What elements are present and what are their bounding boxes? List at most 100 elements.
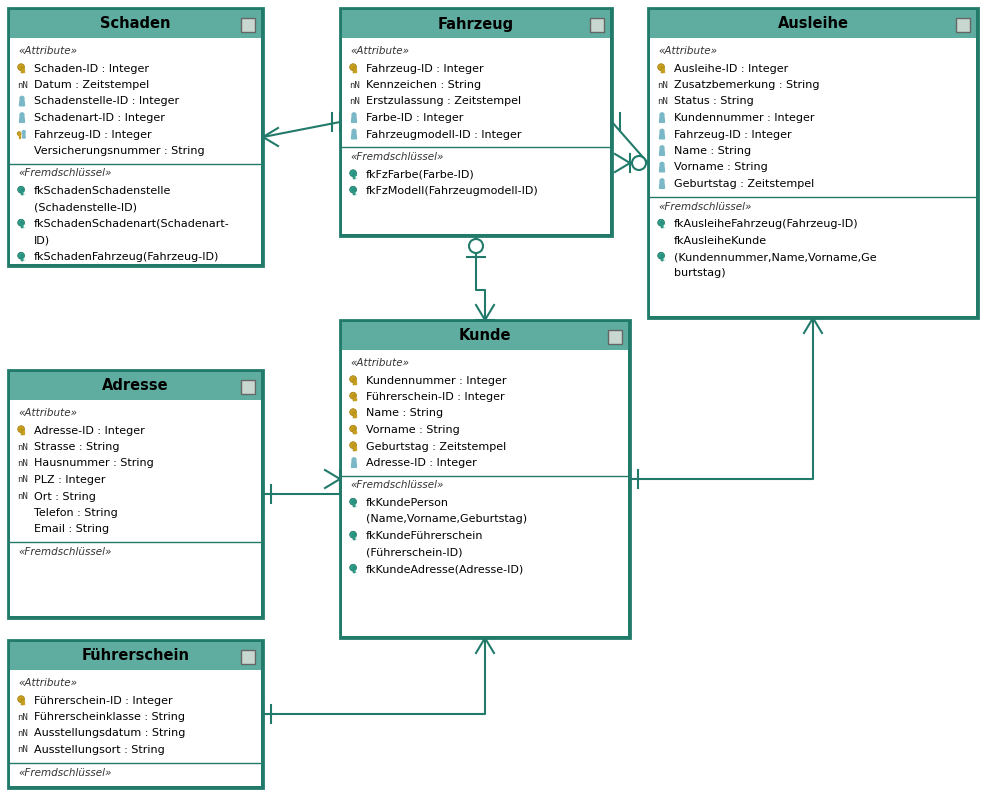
Text: Kundennummer : Integer: Kundennummer : Integer <box>366 375 507 386</box>
Bar <box>352 412 355 418</box>
Circle shape <box>349 426 356 432</box>
Text: Fahrzeug: Fahrzeug <box>438 17 514 31</box>
FancyBboxPatch shape <box>956 18 970 32</box>
Bar <box>354 175 355 176</box>
Bar <box>354 192 355 193</box>
Text: «Attribute»: «Attribute» <box>18 408 77 418</box>
Text: Adresse-ID : Integer: Adresse-ID : Integer <box>366 458 477 468</box>
Text: Ausleihe: Ausleihe <box>777 17 848 31</box>
Text: F: F <box>354 176 358 181</box>
Polygon shape <box>659 117 664 122</box>
Text: Führerschein-ID : Integer: Führerschein-ID : Integer <box>34 695 172 706</box>
FancyBboxPatch shape <box>10 38 261 264</box>
Text: (Schadenstelle-ID): (Schadenstelle-ID) <box>34 202 137 213</box>
Circle shape <box>349 376 356 382</box>
Bar <box>660 66 663 73</box>
Bar <box>23 226 24 227</box>
Text: F: F <box>354 538 358 542</box>
Text: Führerschein-ID : Integer: Führerschein-ID : Integer <box>366 392 505 402</box>
Polygon shape <box>659 134 664 139</box>
Text: F: F <box>662 258 666 263</box>
Circle shape <box>18 186 25 193</box>
Circle shape <box>469 239 483 253</box>
Bar <box>23 192 24 193</box>
Bar <box>354 430 355 432</box>
Circle shape <box>20 113 24 117</box>
Text: Erstzulassung : Zeitstempel: Erstzulassung : Zeitstempel <box>366 97 521 106</box>
Bar <box>21 255 24 261</box>
Text: fkKundePerson: fkKundePerson <box>366 498 449 508</box>
Text: burtstag): burtstag) <box>674 269 726 278</box>
Polygon shape <box>659 150 664 155</box>
Bar <box>662 70 664 72</box>
Circle shape <box>349 392 356 399</box>
FancyBboxPatch shape <box>241 380 255 394</box>
Bar <box>23 193 24 194</box>
FancyBboxPatch shape <box>8 640 263 788</box>
FancyBboxPatch shape <box>10 670 261 786</box>
Polygon shape <box>23 134 25 138</box>
Circle shape <box>352 130 356 134</box>
Text: Schaden-ID : Integer: Schaden-ID : Integer <box>34 63 149 74</box>
Text: «Attribute»: «Attribute» <box>18 46 77 56</box>
Bar <box>23 225 24 226</box>
Circle shape <box>657 64 664 70</box>
Text: Name : String: Name : String <box>674 146 751 156</box>
Circle shape <box>20 96 24 100</box>
Circle shape <box>18 252 25 259</box>
Circle shape <box>349 64 356 70</box>
Bar <box>354 177 355 178</box>
Text: nN: nN <box>17 729 28 738</box>
Text: «Attribute»: «Attribute» <box>658 46 717 56</box>
Text: Kunde: Kunde <box>458 329 511 343</box>
FancyBboxPatch shape <box>8 370 263 618</box>
Bar <box>662 225 663 226</box>
Circle shape <box>349 564 356 571</box>
FancyBboxPatch shape <box>241 650 255 664</box>
Circle shape <box>349 170 356 177</box>
FancyBboxPatch shape <box>10 372 261 400</box>
Circle shape <box>349 409 356 415</box>
Text: «Fremdschlüssel»: «Fremdschlüssel» <box>18 547 111 557</box>
Circle shape <box>18 426 25 433</box>
Bar <box>23 702 24 704</box>
Circle shape <box>660 113 664 117</box>
Bar <box>354 193 355 194</box>
Bar <box>21 222 24 228</box>
Bar <box>352 395 355 401</box>
Bar <box>354 70 355 72</box>
Text: Datum : Zeitstempel: Datum : Zeitstempel <box>34 80 149 90</box>
FancyBboxPatch shape <box>10 642 261 670</box>
Circle shape <box>18 64 25 70</box>
Bar <box>354 538 355 539</box>
Text: fkKundeAdresse(Adresse-ID): fkKundeAdresse(Adresse-ID) <box>366 564 525 574</box>
Text: Schadenstelle-ID : Integer: Schadenstelle-ID : Integer <box>34 97 179 106</box>
Text: (Führerschein-ID): (Führerschein-ID) <box>366 547 462 558</box>
Circle shape <box>657 219 664 226</box>
Text: nN: nN <box>17 475 28 485</box>
Text: Vorname : String: Vorname : String <box>366 425 459 435</box>
Text: Versicherungsnummer : String: Versicherungsnummer : String <box>34 146 205 156</box>
Bar <box>352 428 355 434</box>
Text: Fahrzeug-ID : Integer: Fahrzeug-ID : Integer <box>366 63 484 74</box>
Circle shape <box>660 162 664 166</box>
Bar <box>352 66 355 73</box>
Text: Status : String: Status : String <box>674 97 753 106</box>
Text: «Fremdschlüssel»: «Fremdschlüssel» <box>350 481 444 490</box>
Bar <box>354 505 355 506</box>
FancyBboxPatch shape <box>648 8 978 318</box>
Text: nN: nN <box>17 442 28 451</box>
FancyBboxPatch shape <box>241 18 255 32</box>
Text: F: F <box>354 570 358 575</box>
Text: Kennzeichen : String: Kennzeichen : String <box>366 80 481 90</box>
Polygon shape <box>659 183 664 188</box>
FancyBboxPatch shape <box>590 18 604 32</box>
Text: nN: nN <box>17 492 28 501</box>
Bar <box>354 399 355 400</box>
Text: fkSchadenSchadenart(Schadenart-: fkSchadenSchadenart(Schadenart- <box>34 219 230 229</box>
Circle shape <box>349 442 356 449</box>
Text: fkSchadenSchadenstelle: fkSchadenSchadenstelle <box>34 186 171 196</box>
Circle shape <box>657 252 664 259</box>
FancyBboxPatch shape <box>650 38 976 316</box>
Bar <box>23 259 24 260</box>
